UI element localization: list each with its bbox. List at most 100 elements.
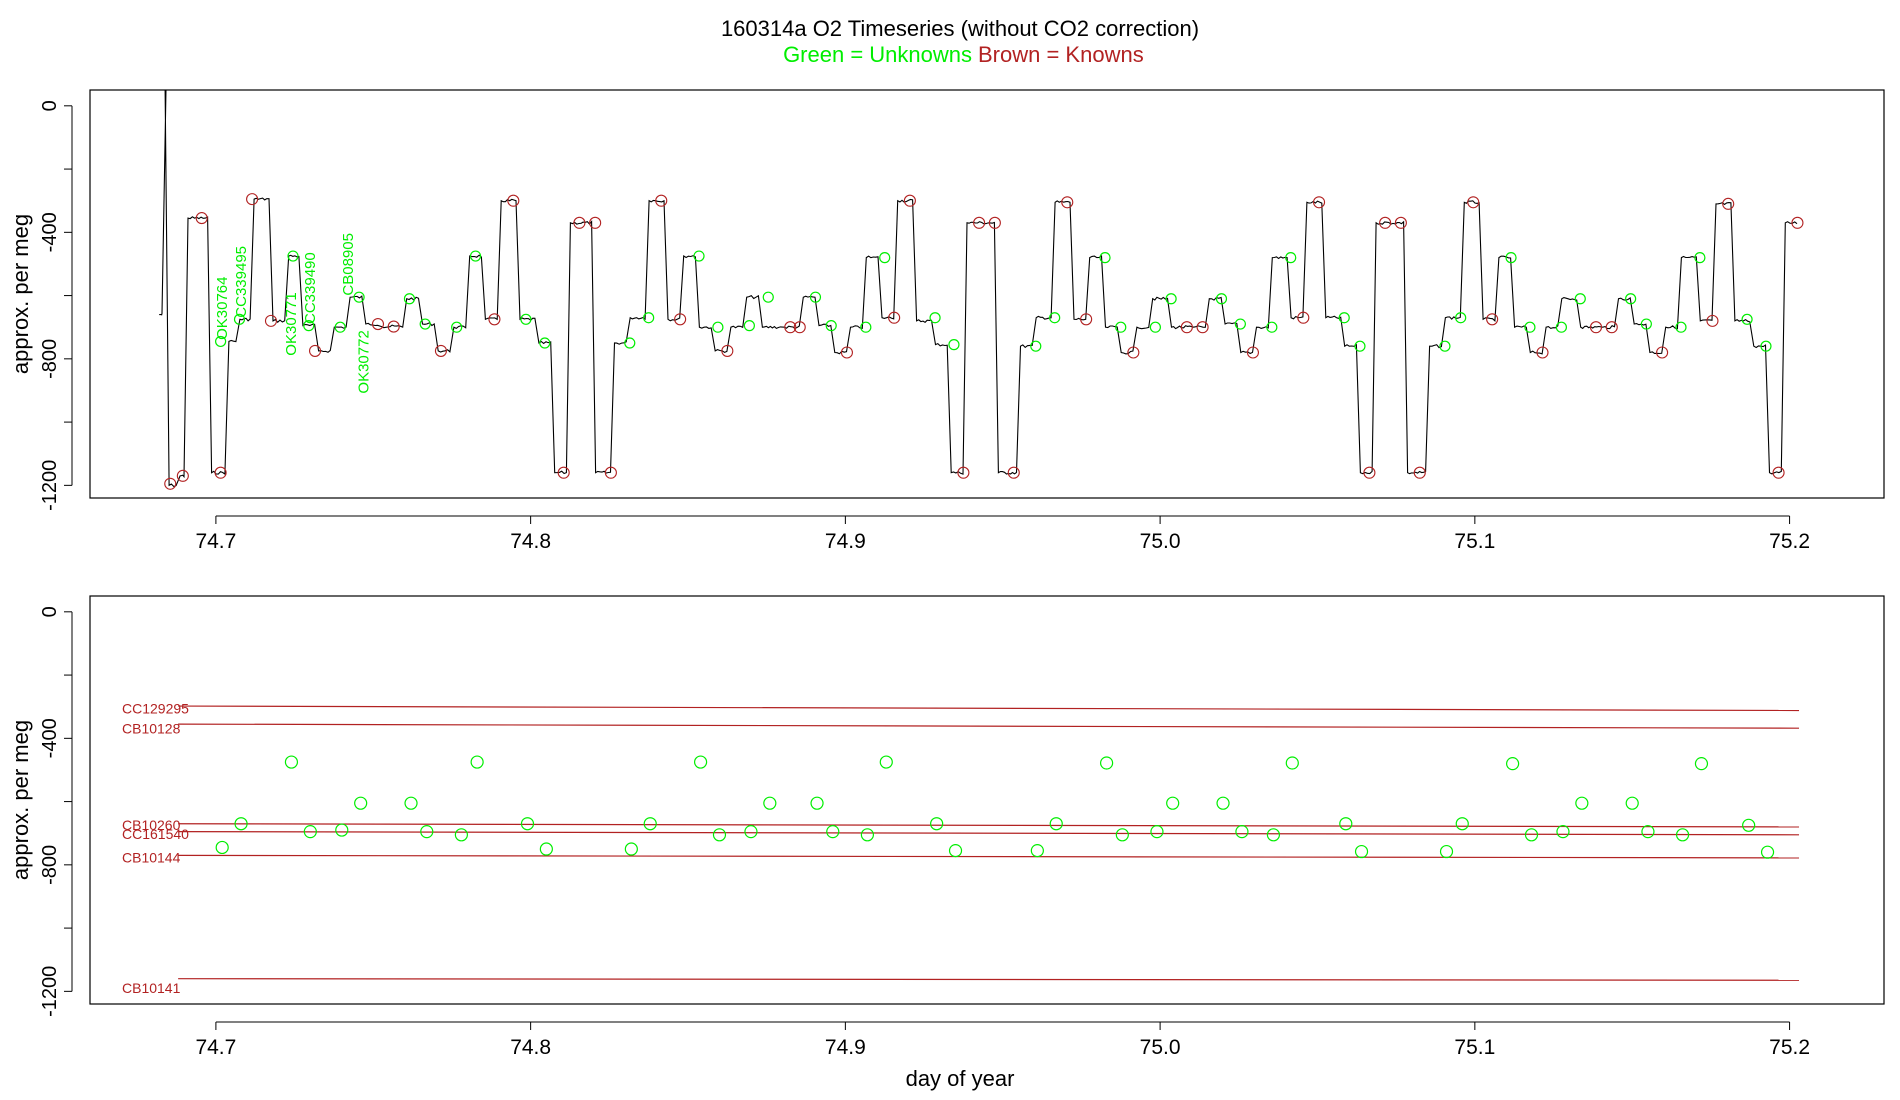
- unknown-marker: [1555, 321, 1567, 333]
- bottom-x-tick-label: 75.2: [1769, 1036, 1810, 1059]
- unknown-marker: [1234, 318, 1246, 330]
- unknown-point: [1556, 825, 1570, 839]
- known-marker: [1656, 346, 1669, 359]
- unknown-point: [470, 755, 484, 769]
- known-marker: [1196, 321, 1209, 334]
- unknown-point: [284, 755, 299, 769]
- unknown-point: [1285, 756, 1299, 770]
- reference-line-label: CB10260: [122, 817, 181, 833]
- reference-line-label: CB10141: [122, 980, 181, 996]
- known-marker: [1605, 321, 1618, 334]
- reference-line-label: CB10144: [122, 849, 181, 865]
- unknown-point: [1506, 757, 1520, 771]
- unknown-point: [335, 823, 349, 837]
- known-marker: [308, 344, 322, 357]
- bottom-x-tick-label: 75.1: [1454, 1036, 1495, 1059]
- known-marker: [573, 216, 586, 229]
- known-marker: [1394, 216, 1407, 229]
- sample-label: OK30772: [356, 330, 373, 393]
- bottom-x-tick-label: 74.7: [195, 1036, 236, 1059]
- unknown-point: [303, 825, 317, 839]
- unknown-marker: [1266, 321, 1278, 333]
- legend-knowns: Brown = Knowns: [978, 42, 1144, 67]
- unknown-marker: [1675, 321, 1687, 333]
- reference-line-label: CB10128: [122, 721, 181, 737]
- reference-line: [178, 723, 1800, 729]
- top-x-tick-label: 75.1: [1454, 530, 1495, 553]
- top-x-tick-label: 75.2: [1769, 530, 1810, 553]
- top-known-markers: [164, 193, 1804, 490]
- unknown-point: [860, 828, 875, 842]
- known-marker: [1297, 311, 1310, 324]
- reference-line: [178, 705, 1800, 712]
- unknown-marker: [215, 335, 227, 348]
- unknown-point: [1166, 796, 1180, 810]
- known-marker: [434, 344, 447, 357]
- unknown-point: [1099, 756, 1114, 770]
- unknown-marker: [1338, 312, 1350, 324]
- bottom-x-tick-label: 74.8: [510, 1036, 551, 1059]
- unknown-point: [879, 755, 893, 769]
- sample-label: OK30771: [283, 292, 300, 355]
- unknown-marker: [1099, 252, 1111, 264]
- unknown-point: [624, 842, 638, 856]
- unknown-point: [1216, 796, 1230, 810]
- unknown-point: [693, 755, 708, 769]
- known-marker: [507, 194, 520, 207]
- unknown-marker: [879, 252, 891, 264]
- unknown-marker: [1625, 293, 1637, 305]
- sample-label: CB08905: [340, 233, 357, 296]
- known-marker: [1379, 216, 1392, 229]
- timeseries-line: [159, 90, 1798, 488]
- unknown-point: [234, 817, 248, 831]
- unknown-point: [354, 796, 368, 810]
- unknown-point: [520, 817, 535, 831]
- known-marker: [1127, 346, 1140, 359]
- unknown-point: [1150, 825, 1164, 839]
- bottom-y-tick-label: -800: [39, 845, 61, 885]
- known-marker: [1706, 314, 1719, 327]
- known-marker: [1180, 321, 1193, 334]
- known-marker: [176, 469, 189, 482]
- unknown-point: [948, 844, 963, 858]
- top-y-tick-label: 0: [39, 100, 61, 111]
- reference-line-label: CC161540: [122, 826, 189, 842]
- reference-line: [178, 854, 1800, 859]
- known-marker: [674, 313, 687, 326]
- unknown-point: [1524, 828, 1539, 842]
- unknown-point: [643, 817, 657, 831]
- unknown-point: [930, 817, 944, 831]
- unknown-marker: [520, 313, 532, 325]
- known-marker: [1536, 346, 1549, 359]
- unknown-marker: [1760, 340, 1772, 352]
- bottom-unknown-markers: [215, 755, 1775, 859]
- known-marker: [973, 216, 986, 229]
- legend-unknowns: Green = Unknowns: [783, 42, 972, 67]
- top-timeseries-panel: 0-400-800-1200 74.7 74.8 74.9 75.0 75.1 75.2 …: [8, 89, 1885, 553]
- unknown-point: [1641, 825, 1655, 839]
- top-y-axis-label: approx. per meg: [8, 214, 33, 374]
- known-marker: [164, 477, 177, 490]
- unknown-marker: [825, 320, 837, 332]
- unknown-marker: [1505, 252, 1517, 264]
- known-marker: [589, 216, 602, 229]
- unknown-point: [1455, 817, 1469, 831]
- unknown-point: [712, 828, 727, 842]
- unknown-point: [1235, 825, 1249, 839]
- unknown-marker: [860, 321, 872, 333]
- unknown-marker: [287, 250, 299, 262]
- known-marker: [1080, 313, 1093, 326]
- unknown-marker: [743, 320, 755, 332]
- known-marker: [1061, 196, 1074, 209]
- bottom-y-tick-label: -1200: [39, 966, 61, 1017]
- unknown-point: [1439, 844, 1454, 859]
- top-plot-frame: [89, 89, 1885, 499]
- unknown-marker: [929, 312, 941, 324]
- reference-line: [178, 823, 1800, 828]
- unknown-marker: [1640, 318, 1652, 330]
- unknown-marker: [539, 337, 551, 349]
- unknown-marker: [1455, 312, 1467, 324]
- bottom-y-tick-label: 0: [39, 606, 61, 617]
